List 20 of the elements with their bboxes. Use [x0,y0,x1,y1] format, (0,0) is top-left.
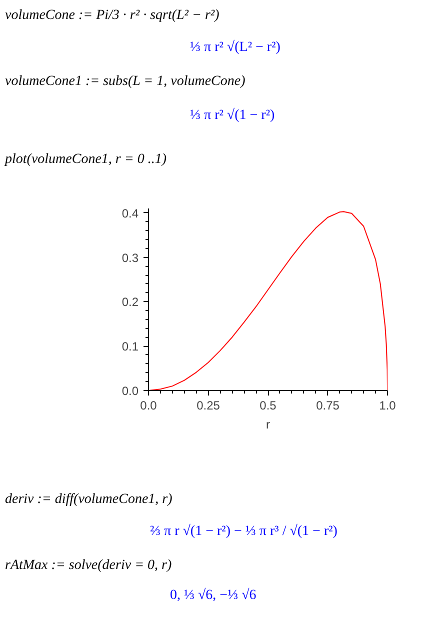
text: rAtMax := solve(deriv = 0, r) [5,557,172,575]
y-tick-label: 0.1 [122,340,139,354]
y-tick-label: 0.2 [122,295,139,310]
text: deriv := diff(volumeCone1, r) [5,491,172,509]
text: volumeCone := Pi/3 · r² · sqrt(L² − r²) [5,7,220,25]
text: 0, ⅓ √6, −⅓ √6 [170,586,256,605]
y-tick-label: 0.0 [122,384,139,398]
y-tick-label: 0.3 [122,250,139,265]
x-tick-label: 0.25 [196,398,220,412]
y-tick-label: 0.4 [122,206,139,220]
x-axis-title: r [266,418,270,432]
x-tick-label: 0.5 [260,398,277,412]
text: ⅓ π r² √(1 − r²) [190,106,275,125]
text: volumeCone1 := subs(L = 1, volumeCone) [5,73,246,91]
x-tick-label: 0.75 [316,398,340,412]
x-tick-label: 0.0 [140,398,158,412]
text: plot(volumeCone1, r = 0 ..1) [5,151,166,169]
text: ⅓ π r² √(L² − r²) [190,38,280,57]
x-tick-label: 1.0 [379,398,396,412]
text: ⅔ π r √(1 − r²) − ⅓ π r³ / √(1 − r²) [150,522,338,541]
